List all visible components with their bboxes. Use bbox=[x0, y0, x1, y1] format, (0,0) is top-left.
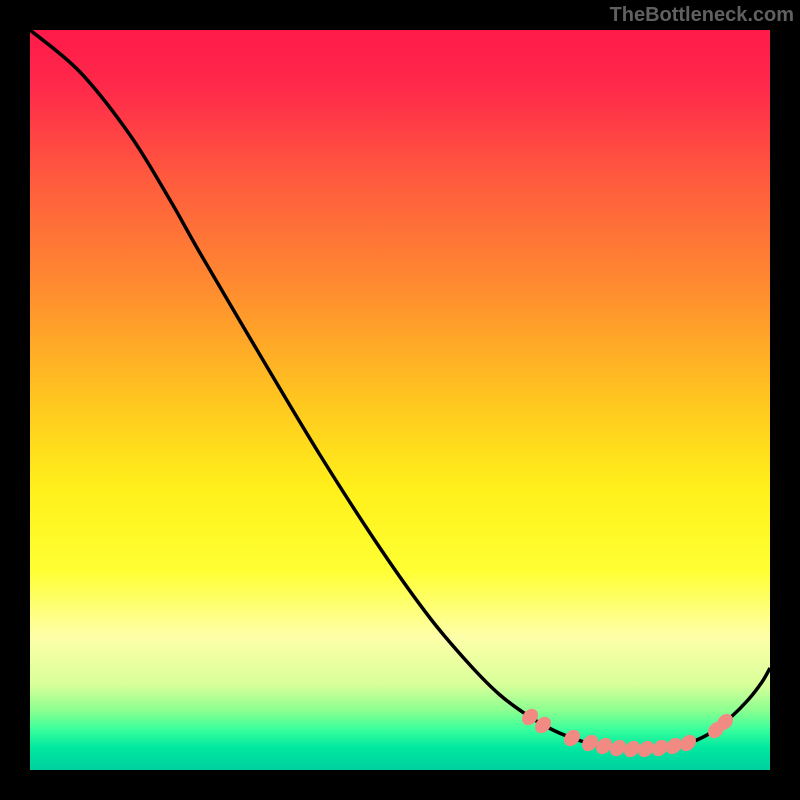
watermark-text: TheBottleneck.com bbox=[610, 4, 794, 27]
bottleneck-chart bbox=[0, 0, 800, 800]
chart-gradient-area bbox=[30, 30, 770, 770]
